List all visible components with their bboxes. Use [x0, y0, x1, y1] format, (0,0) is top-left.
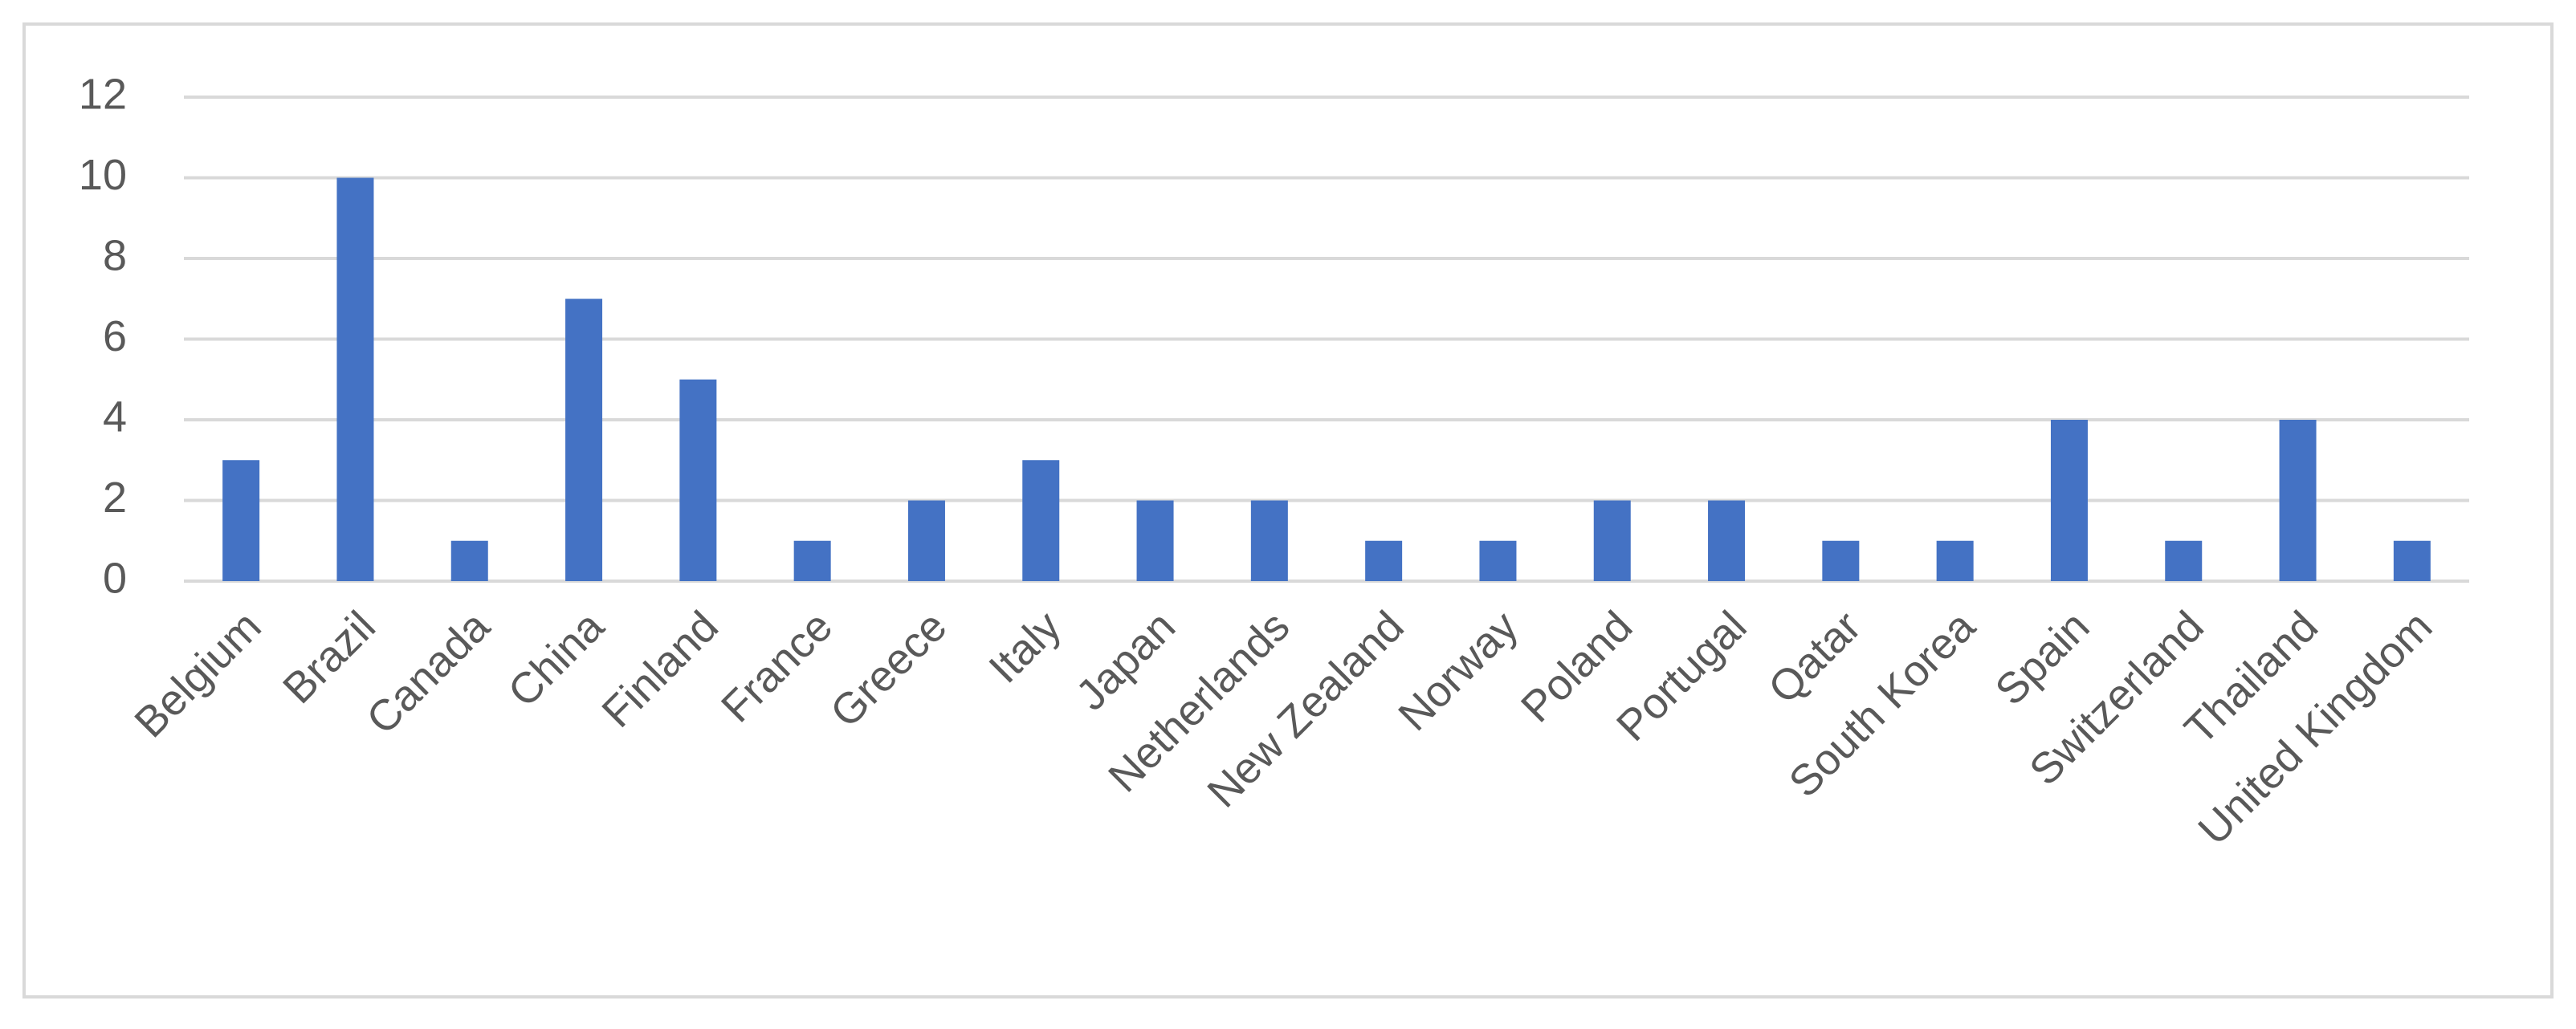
bar	[1022, 460, 1060, 581]
bar	[1822, 540, 1860, 581]
bar	[2393, 540, 2431, 581]
bar	[1136, 500, 1174, 581]
bar	[1479, 540, 1517, 581]
bar	[336, 177, 374, 581]
y-tick-label: 0	[103, 554, 127, 602]
chart-frame	[22, 22, 2554, 998]
bar	[1593, 500, 1631, 581]
bar	[907, 500, 945, 581]
y-tick-label: 12	[79, 70, 127, 118]
bar	[1250, 500, 1288, 581]
bar	[222, 460, 260, 581]
bar	[679, 379, 717, 581]
y-tick-label: 4	[103, 392, 127, 441]
y-tick-label: 8	[103, 231, 127, 279]
bar	[2165, 540, 2203, 581]
bar	[2050, 420, 2088, 581]
y-tick-label: 6	[103, 312, 127, 360]
bar	[1936, 540, 1974, 581]
y-tick-label: 10	[79, 151, 127, 199]
y-tick-label: 2	[103, 474, 127, 522]
bar	[793, 540, 831, 581]
bar	[1708, 500, 1746, 581]
bar	[450, 540, 488, 581]
bar	[2279, 420, 2317, 581]
bar	[565, 299, 603, 581]
bar	[1365, 540, 1403, 581]
